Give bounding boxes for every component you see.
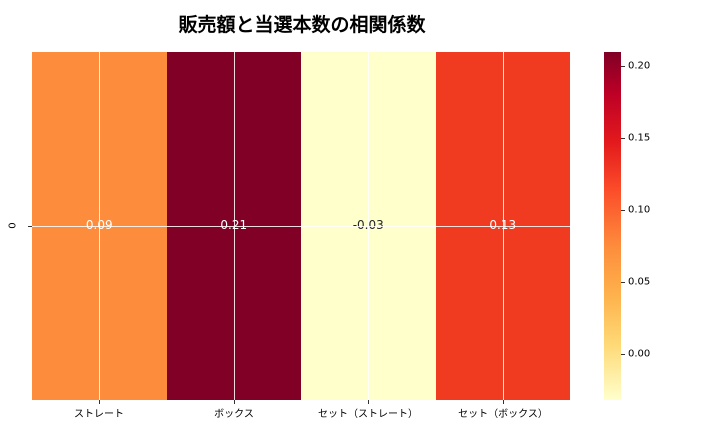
x-tick-label: ボックス [214,409,254,420]
colorbar [604,52,621,400]
x-tick-label: セット（ボックス） [458,409,548,420]
colorbar-tick-label: 0.05 [628,276,651,288]
x-tick-label: セット（ストレート） [318,409,418,420]
gridline [32,226,570,227]
colorbar-tick [621,210,625,211]
colorbar-tick-label: 0.15 [628,132,651,144]
colorbar-tick-label: 0.00 [628,348,651,360]
x-tick-label: ストレート [74,409,124,420]
colorbar-tick [621,354,625,355]
y-tick-label: 0 [7,222,19,229]
colorbar-tick-label: 0.20 [628,60,651,72]
cell-annotation: 0.13 [489,218,517,232]
cell-annotation: 0.09 [85,218,113,232]
x-tick [503,400,504,404]
colorbar-tick [621,282,625,283]
y-tick [28,226,32,227]
colorbar-tick [621,138,625,139]
cell-annotation: -0.03 [352,218,384,232]
x-tick [368,400,369,404]
cell-annotation: 0.21 [220,218,248,232]
x-tick [234,400,235,404]
colorbar-tick-label: 0.10 [628,204,651,216]
chart-title: 販売額と当選本数の相関係数 [178,14,426,36]
x-tick [99,400,100,404]
colorbar-tick [621,66,625,67]
